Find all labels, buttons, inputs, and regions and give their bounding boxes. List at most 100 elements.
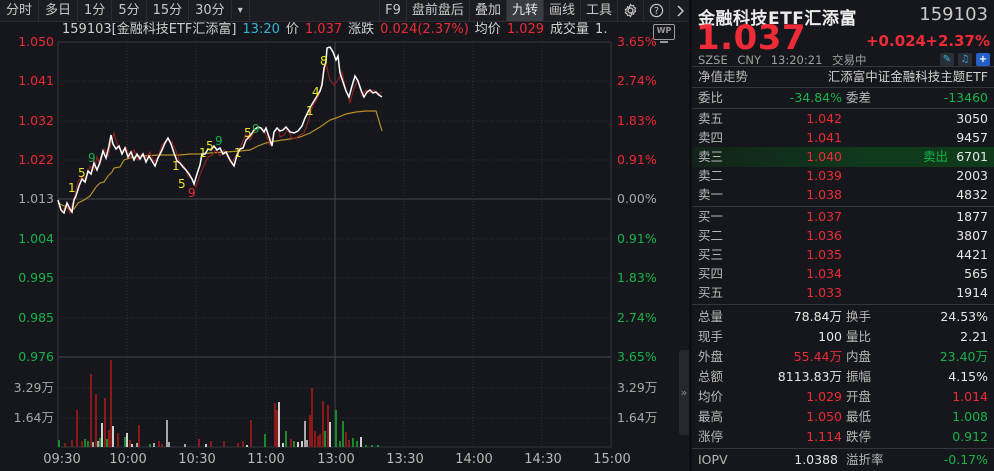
overlay-button[interactable]: 叠加	[468, 0, 506, 21]
bid-row[interactable]: 买二 1.036 3807	[692, 226, 994, 246]
stats-row: 最高 1.050 最低 1.008	[692, 407, 994, 427]
percent-tick: 3.65%	[617, 349, 657, 364]
stat-value: 2.21	[960, 329, 988, 344]
volume-label: 成交量	[550, 22, 590, 37]
stat-value: 1.050	[806, 409, 842, 424]
price-line	[57, 46, 383, 215]
time-tick: 10:30	[178, 452, 216, 467]
stat-label: 最高	[698, 409, 724, 424]
time-tick: 14:00	[455, 452, 493, 467]
nine-turn-mark: 1	[234, 146, 242, 160]
chevron-right-icon[interactable]	[669, 0, 690, 21]
weibi-label: 委比	[698, 90, 724, 105]
nav-trend-link[interactable]: 净值走势	[698, 69, 749, 84]
last-price: 1.037	[696, 18, 807, 58]
stats-row: 涨停 1.114 跌停 0.912	[692, 427, 994, 447]
tab-1min[interactable]: 1分	[78, 0, 113, 21]
nine-turn-mark: 5	[206, 139, 214, 153]
ask-volume: 6701	[956, 149, 988, 164]
bid-level-label: 买五	[698, 285, 724, 300]
chart-cursor-time: 13:20	[242, 22, 280, 37]
exchange: SZSE	[698, 53, 728, 67]
panel-divider[interactable]	[689, 0, 692, 471]
volume-bars	[58, 360, 379, 447]
gear-icon[interactable]	[617, 0, 643, 21]
time-tick: 13:00	[317, 452, 355, 467]
tab-multi-day[interactable]: 多日	[39, 0, 79, 21]
nav-row[interactable]: 净值走势 汇添富中证金融科技主题ETF	[692, 67, 994, 87]
stat-value: 8113.83万	[777, 369, 842, 384]
ask-volume: 9457	[956, 130, 988, 145]
bid-row[interactable]: 买一 1.037 1877	[692, 207, 994, 227]
ask-row[interactable]: 卖四 1.041 9457	[692, 128, 994, 148]
stats-row: 总量 78.84万 换手 24.53%	[692, 307, 994, 327]
divider	[692, 108, 994, 109]
iopv-label: IOPV	[698, 452, 728, 467]
stat-label: 总量	[698, 309, 724, 324]
price-tick: 0.995	[18, 270, 54, 285]
nine-turn-mark: 1	[306, 104, 314, 118]
nine-turn-mark: 9	[88, 151, 96, 165]
stat-value: 1.029	[806, 389, 842, 404]
time-tick: 13:30	[386, 452, 424, 467]
pre-post-market-button[interactable]: 盘前盘后	[405, 0, 469, 21]
quote-panel: 金融科技ETF汇添富 159103 1.037 +0.024 +2.37% SZ…	[692, 0, 994, 471]
percent-tick: 2.74%	[617, 310, 657, 325]
currency: CNY	[737, 53, 762, 67]
price-value: 1.037	[304, 22, 343, 37]
divider	[692, 206, 994, 207]
nine-turn-button[interactable]: 九转	[505, 0, 543, 21]
bid-row[interactable]: 买四 1.034 565	[692, 264, 994, 284]
weicha-label: 委差	[846, 90, 872, 105]
plus-icon[interactable]: +	[976, 53, 990, 66]
price-change-pct: +2.37%	[925, 32, 990, 50]
bid-price: 1.036	[806, 228, 842, 243]
ask-row[interactable]: 卖二 1.039 2003	[692, 166, 994, 186]
intraday-chart[interactable]: 1 5 9 1 5 9 1 5 9 1 5 9 1 4 8	[0, 0, 690, 471]
collapse-panel-handle[interactable]: »	[679, 350, 689, 435]
tab-intraday[interactable]: 分时	[0, 0, 40, 21]
price-label: 价	[285, 22, 299, 37]
ask-row[interactable]: 卖三 1.040 卖出 6701	[692, 147, 994, 167]
ask-row[interactable]: 卖一 1.038 4832	[692, 185, 994, 205]
ask-level-label: 卖四	[698, 130, 724, 145]
time-tick: 14:30	[524, 452, 562, 467]
stat-value: 1.014	[952, 389, 988, 404]
price-tick: 1.022	[18, 152, 54, 167]
ask-level-label: 卖一	[698, 187, 724, 202]
premium-label: 溢折率	[846, 452, 884, 467]
stat-label: 开盘	[846, 389, 872, 404]
volume-value: 1.	[595, 22, 608, 37]
bid-row[interactable]: 买三 1.035 4421	[692, 245, 994, 265]
chart-info-line: 159103[金融科技ETF汇添富] 13:20 价 1.037 涨跌 0.02…	[62, 21, 613, 39]
tools-button[interactable]: 工具	[579, 0, 617, 21]
draw-line-button[interactable]: 画线	[542, 0, 580, 21]
bell-icon[interactable]: ♫	[958, 53, 972, 66]
wp-monitor-icon[interactable]: WP	[653, 24, 675, 43]
pencil-icon[interactable]: ✎	[940, 53, 954, 66]
percent-tick: 1.83%	[617, 113, 657, 128]
nine-turn-mark: 5	[244, 126, 252, 140]
tab-5min[interactable]: 5分	[112, 0, 147, 21]
stat-label: 换手	[846, 309, 872, 324]
bid-row[interactable]: 买五 1.033 1914	[692, 283, 994, 303]
price-change: +0.024	[865, 32, 926, 50]
stat-value: 0.912	[952, 429, 988, 444]
change-value: 0.024(2.37%)	[380, 22, 469, 37]
price-tick: 1.004	[18, 231, 54, 246]
tab-30min[interactable]: 30分	[189, 0, 232, 21]
bid-price: 1.033	[806, 285, 842, 300]
bid-volume: 1914	[956, 285, 988, 300]
price-tick: 1.013	[18, 191, 54, 206]
ask-price: 1.039	[806, 168, 842, 183]
stat-label: 涨停	[698, 429, 724, 444]
ask-row[interactable]: 卖五 1.042 3050	[692, 109, 994, 129]
ask-volume: 4832	[956, 187, 988, 202]
f9-button[interactable]: F9	[379, 0, 406, 21]
percent-tick: 3.65%	[617, 34, 657, 49]
tab-15min[interactable]: 15分	[147, 0, 190, 21]
divider	[692, 66, 994, 67]
quote-actions: ✎ ♫ +	[940, 53, 990, 66]
period-dropdown-icon[interactable]: ▾	[232, 0, 250, 21]
help-icon[interactable]: ?	[643, 0, 669, 21]
